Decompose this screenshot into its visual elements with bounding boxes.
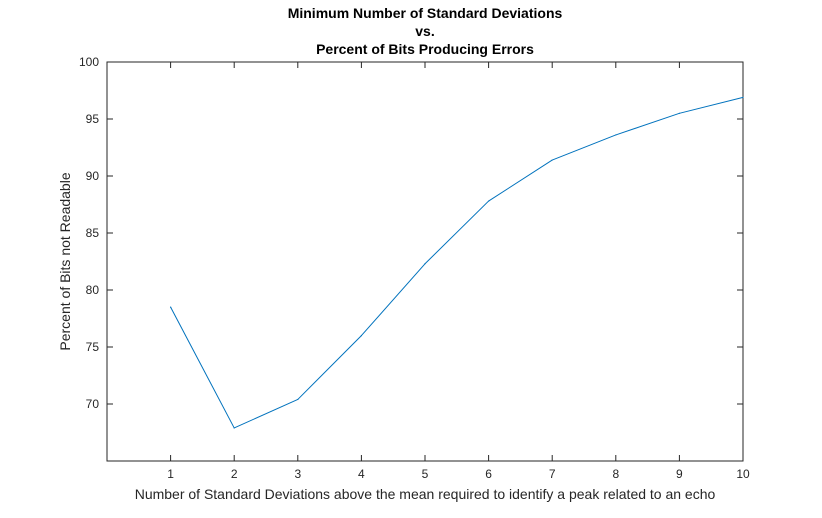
series-group xyxy=(170,96,744,429)
y-axis-label: Percent of Bits not Readable xyxy=(57,172,73,350)
x-tick-label: 7 xyxy=(549,467,556,481)
data-point xyxy=(170,306,172,308)
x-tick-label: 5 xyxy=(422,467,429,481)
y-tick-label: 75 xyxy=(86,340,100,354)
x-tick-label: 6 xyxy=(485,467,492,481)
y-tick-label: 70 xyxy=(86,397,100,411)
x-tick-label: 4 xyxy=(358,467,365,481)
chart-title-line: Percent of Bits Producing Errors xyxy=(316,41,534,57)
data-point xyxy=(424,263,426,265)
data-point xyxy=(551,159,553,161)
x-tick-label: 8 xyxy=(612,467,619,481)
data-point xyxy=(360,335,362,337)
chart-title-line: Minimum Number of Standard Deviations xyxy=(288,5,563,21)
data-point xyxy=(488,200,490,202)
x-tick-label: 10 xyxy=(736,467,750,481)
data-point xyxy=(233,427,235,429)
data-point xyxy=(678,112,681,114)
x-axis-ticks: 1 2 3 4 5 6 7 8 9 10 xyxy=(167,62,750,481)
series-line xyxy=(170,96,744,429)
x-axis-label: Number of Standard Deviations above the … xyxy=(135,486,716,502)
y-tick-label: 95 xyxy=(86,112,100,126)
y-axis-ticks: 70 75 80 85 90 95 100 xyxy=(79,55,743,411)
chart-title-line: vs. xyxy=(415,23,434,39)
x-tick-label: 2 xyxy=(231,467,238,481)
y-tick-label: 85 xyxy=(86,226,100,240)
plot-area-frame xyxy=(106,61,744,462)
data-point xyxy=(297,398,299,401)
x-tick-label: 9 xyxy=(676,467,683,481)
y-tick-label: 100 xyxy=(79,55,99,69)
y-tick-label: 90 xyxy=(86,169,100,183)
x-tick-label: 1 xyxy=(167,467,174,481)
data-point xyxy=(615,134,617,136)
chart-title: Minimum Number of Standard Deviations vs.… xyxy=(288,5,563,57)
y-tick-label: 80 xyxy=(86,283,100,297)
data-point xyxy=(742,96,744,98)
x-tick-label: 3 xyxy=(294,467,301,481)
